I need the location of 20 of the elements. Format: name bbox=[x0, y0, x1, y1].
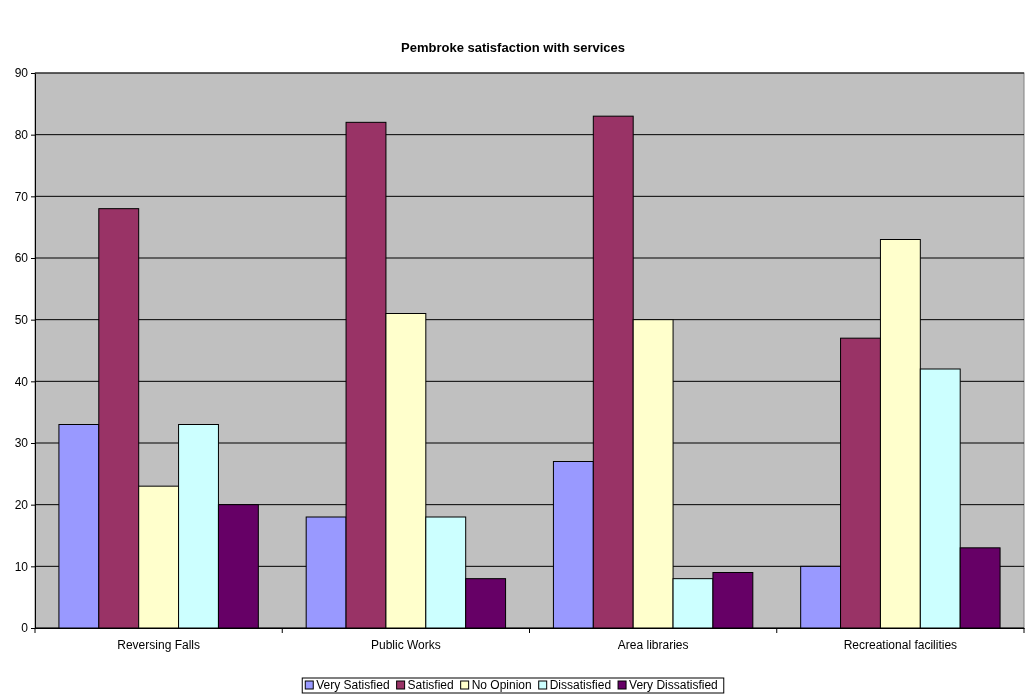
legend-label: Dissatisfied bbox=[549, 678, 612, 692]
y-tick-label: 70 bbox=[14, 189, 29, 204]
y-tick-label: 40 bbox=[14, 374, 29, 389]
y-tick-label: 10 bbox=[14, 559, 29, 574]
legend-label: Very Dissatisfied bbox=[629, 678, 718, 692]
x-tick-label: Public Works bbox=[370, 638, 441, 652]
legend-label: Satisfied bbox=[407, 678, 454, 692]
chart-title: Pembroke satisfaction with services bbox=[401, 40, 625, 55]
y-tick-label: 80 bbox=[14, 128, 29, 143]
x-tick-label: Area libraries bbox=[617, 638, 689, 652]
y-tick-label: 0 bbox=[21, 621, 29, 636]
y-tick-label: 90 bbox=[14, 66, 29, 81]
legend-label: No Opinion bbox=[471, 678, 532, 692]
x-tick-label: Recreational facilities bbox=[843, 638, 958, 652]
y-tick-label: 60 bbox=[14, 251, 29, 266]
y-tick-label: 30 bbox=[14, 436, 29, 451]
y-tick-label: 50 bbox=[14, 313, 29, 328]
legend-label: Very Satisfied bbox=[316, 678, 390, 692]
x-tick-label: Reversing Falls bbox=[117, 638, 200, 652]
y-tick-label: 20 bbox=[14, 498, 29, 513]
